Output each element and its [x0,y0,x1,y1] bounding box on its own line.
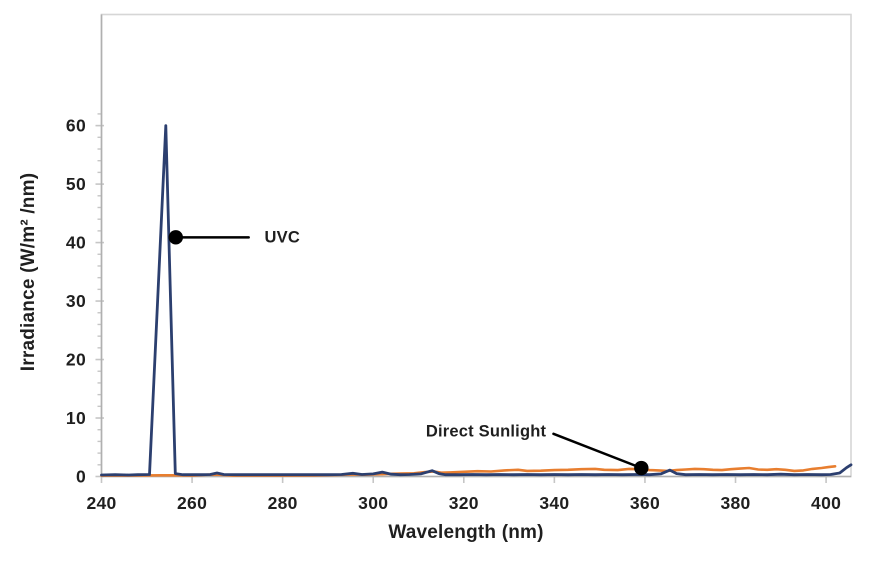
x-tick-label: 380 [720,493,750,513]
x-tick-label: 260 [177,493,207,513]
annotation-label: UVC [265,228,300,246]
y-tick-label: 40 [66,233,86,253]
y-tick-label: 10 [66,408,86,428]
y-tick-label: 30 [66,291,86,311]
annotation-label: Direct Sunlight [426,422,547,440]
plot-area: 0 10 20 30 40 50 60 240 260 280 300 320 340 360 380 400 [66,13,853,513]
annotation-dot [168,230,183,245]
series-line-uvc [100,124,853,477]
y-axis-title: Irradiance (W/m² /nm) [18,173,39,371]
x-tick-label: 300 [358,493,388,513]
x-tick-label: 340 [539,493,569,513]
x-tick-label: 400 [811,493,841,513]
annotations: UVC Direct Sunlight [168,228,649,476]
x-tick-label: 280 [268,493,298,513]
annotation-dot [634,460,649,476]
y-tick-label: 50 [66,174,86,194]
y-tick-label: 20 [66,350,86,370]
x-axis-title: Wavelength (nm) [388,522,543,543]
y-tick-label: 60 [66,116,86,136]
annotation-leader-line [552,432,643,470]
y-tick-label: 0 [76,467,86,487]
x-tick-label: 240 [86,493,116,513]
plot-border [100,13,852,478]
x-tick-label: 320 [449,493,479,513]
x-tick-label: 360 [630,493,660,513]
